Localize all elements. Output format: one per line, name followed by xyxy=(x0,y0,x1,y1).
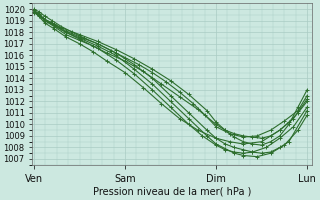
X-axis label: Pression niveau de la mer( hPa ): Pression niveau de la mer( hPa ) xyxy=(93,187,251,197)
